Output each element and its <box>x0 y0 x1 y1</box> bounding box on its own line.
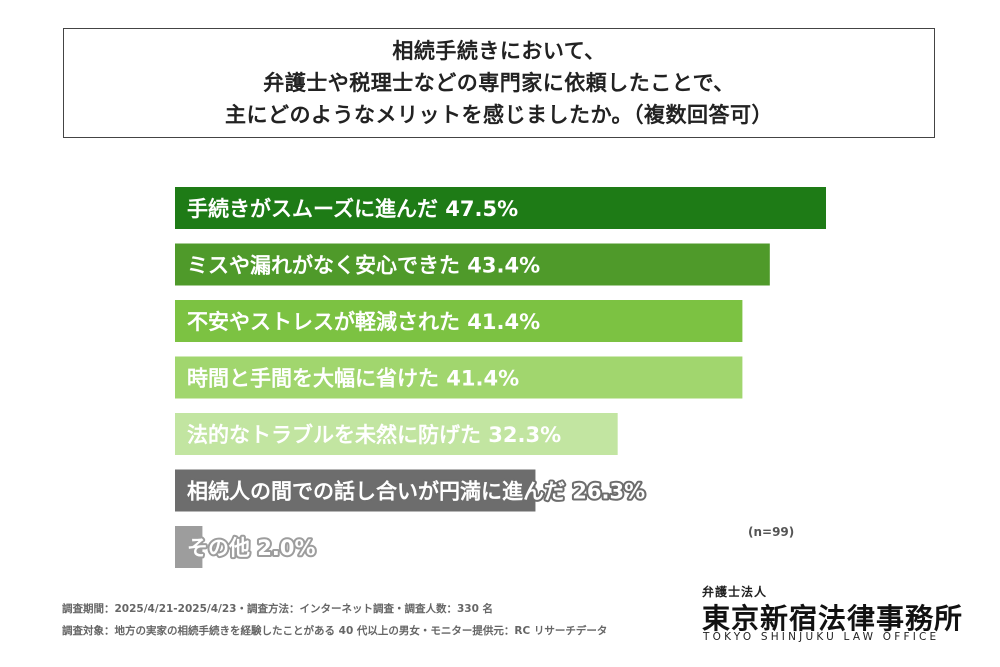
bar-5 <box>175 413 618 455</box>
bar-7 <box>175 526 203 568</box>
logo-caption: 弁護士法人 <box>702 585 768 599</box>
survey-target-footnote: 調査対象：地方の実家の相続手続きを経験したことがある 40 代以上の男女・モニタ… <box>62 625 608 637</box>
title-line-3: 主にどのようなメリットを感じましたか。（複数回答可） <box>224 103 774 127</box>
question-title-box: 相続手続きにおいて、 弁護士や税理士などの専門家に依頼したことで、 主にどのよう… <box>63 28 935 138</box>
bar-label-6: 相続人の間での話し合いが円満に進んだ 26.3% <box>187 480 645 504</box>
title-line-2: 弁護士や税理士などの専門家に依頼したことで、 <box>263 71 735 95</box>
bar-label-5: 法的なトラブルを未然に防げた 32.3% <box>187 423 561 447</box>
logo-english-name: TOKYO SHINJUKU LAW OFFICE <box>703 631 940 643</box>
bar-6 <box>175 469 536 512</box>
law-office-logo: 弁護士法人 東京新宿法律事務所 TOKYO SHINJUKU LAW OFFIC… <box>702 583 962 643</box>
bar-label-7: その他 2.0% <box>187 536 316 560</box>
bar-2 <box>175 243 770 286</box>
sample-size-note: (n=99) <box>748 525 795 539</box>
bar-label-4: 時間と手間を大幅に省けた 41.4% <box>187 367 519 391</box>
title-line-1: 相続手続きにおいて、 <box>392 39 606 63</box>
bar-3 <box>175 300 743 342</box>
bar-1 <box>175 187 826 229</box>
survey-period-footnote: 調査期間：2025/4/21-2025/4/23・調査方法：インターネット調査・… <box>62 603 494 615</box>
bar-label-3: 不安やストレスが軽減された 41.4% <box>187 310 540 334</box>
bar-label-1: 手続きがスムーズに進んだ 47.5% <box>187 197 518 221</box>
logo-name: 東京新宿法律事務所 <box>702 602 964 635</box>
bar-label-2: ミスや漏れがなく安心できた 43.4% <box>187 254 540 278</box>
bar-4 <box>175 356 743 399</box>
